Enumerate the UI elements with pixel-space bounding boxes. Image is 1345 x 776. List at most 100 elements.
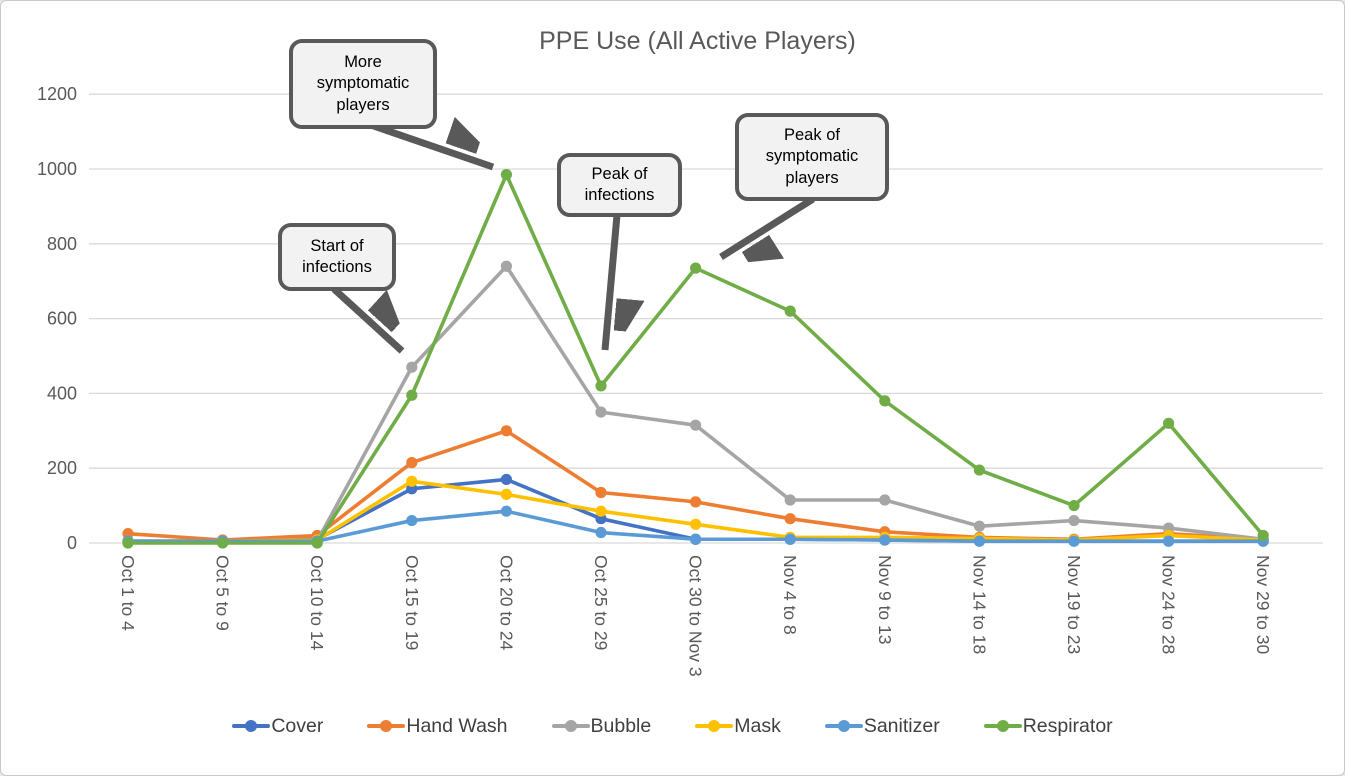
legend-label: Cover xyxy=(271,714,324,737)
annotation-text: More symptomatic players xyxy=(316,53,410,114)
data-point xyxy=(217,537,229,549)
x-tick-label: Oct 25 to 29 xyxy=(591,555,611,650)
annotation-arrow xyxy=(331,286,402,354)
y-tick-label: 200 xyxy=(47,458,77,478)
data-point xyxy=(1068,535,1080,547)
annotation-box: Peak of symptomatic players xyxy=(735,113,889,201)
legend-marker-icon xyxy=(367,720,406,732)
data-point xyxy=(406,475,418,487)
legend-marker-icon xyxy=(551,720,590,732)
data-point xyxy=(500,505,512,517)
legend-item-bubble: Bubble xyxy=(551,714,652,738)
legend-marker-dot-icon xyxy=(996,720,1009,732)
legend-marker-dot-icon xyxy=(837,720,850,732)
data-point xyxy=(690,262,702,274)
legend-marker-icon xyxy=(695,720,734,732)
legend-item-cover: Cover xyxy=(232,715,323,738)
data-point xyxy=(784,494,796,506)
legend-marker-icon xyxy=(824,720,863,732)
data-point xyxy=(784,305,796,317)
annotation-text: Peak of symptomatic players xyxy=(765,126,859,187)
annotation-text: Start of infections xyxy=(302,236,372,276)
data-point xyxy=(690,518,702,530)
data-point xyxy=(500,488,512,500)
data-point xyxy=(690,419,702,431)
data-point xyxy=(1163,535,1175,547)
data-point xyxy=(595,486,607,499)
data-point xyxy=(595,380,607,392)
data-point xyxy=(406,514,418,527)
annotation-box: Start of infections xyxy=(278,223,396,291)
legend-marker-dot-icon xyxy=(380,720,393,732)
annotation-box: Peak of infections xyxy=(557,153,682,217)
data-point xyxy=(500,425,512,437)
data-point xyxy=(595,526,607,539)
data-point xyxy=(1068,500,1080,512)
data-point xyxy=(784,533,796,545)
x-tick-label: Oct 20 to 24 xyxy=(496,555,516,651)
data-point xyxy=(690,533,702,545)
x-tick-label: Nov 4 to 8 xyxy=(780,555,800,635)
legend-label: Mask xyxy=(734,714,781,737)
chart-legend: Cover Hand Wash Bubble Mask Sanitizer Respira… xyxy=(1,706,1344,746)
data-point xyxy=(1068,514,1080,527)
x-tick-label: Oct 15 to 19 xyxy=(402,555,422,650)
data-point xyxy=(500,260,512,272)
x-tick-label: Oct 1 to 4 xyxy=(118,555,138,631)
legend-label: Bubble xyxy=(590,714,652,737)
series-respirator xyxy=(122,169,1269,549)
data-point xyxy=(784,513,796,525)
legend-label: Hand Wash xyxy=(406,714,508,737)
annotation-arrows xyxy=(331,123,815,354)
legend-label: Sanitizer xyxy=(863,714,940,737)
data-point xyxy=(406,456,418,469)
y-tick-label: 600 xyxy=(47,309,77,329)
x-tick-label: Nov 14 to 18 xyxy=(969,555,989,654)
data-point xyxy=(500,473,512,486)
legend-item-hand-wash: Hand Wash xyxy=(367,714,508,738)
data-point xyxy=(1257,529,1269,542)
legend-label: Respirator xyxy=(1022,714,1113,737)
x-tick-label: Oct 5 to 9 xyxy=(213,555,233,631)
y-tick-label: 400 xyxy=(47,383,77,403)
legend-marker-dot-icon xyxy=(708,720,721,732)
annotation-arrow xyxy=(601,214,617,351)
legend-marker-icon xyxy=(232,720,271,732)
data-point xyxy=(406,389,418,401)
annotation-box: More symptomatic players xyxy=(289,39,437,129)
annotation-arrow xyxy=(363,123,495,171)
data-point xyxy=(500,169,512,181)
legend-item-mask: Mask xyxy=(695,715,781,738)
x-tick-label: Nov 19 to 23 xyxy=(1064,555,1084,654)
legend-marker-dot-icon xyxy=(564,720,577,732)
data-point xyxy=(1163,417,1175,429)
x-tick-label: Oct 30 to Nov 3 xyxy=(686,555,706,677)
x-tick-label: Nov 24 to 28 xyxy=(1159,555,1179,654)
gridlines xyxy=(89,93,1323,544)
y-tick-label: 1000 xyxy=(37,159,77,179)
legend-marker-dot-icon xyxy=(245,720,258,732)
data-point xyxy=(973,535,986,547)
data-point xyxy=(595,505,607,517)
y-tick-label: 0 xyxy=(67,533,77,553)
x-tick-label: Nov 9 to 13 xyxy=(875,555,895,645)
data-point xyxy=(406,361,418,373)
data-point xyxy=(879,395,891,407)
data-point xyxy=(973,464,986,476)
data-point xyxy=(973,520,986,532)
legend-item-sanitizer: Sanitizer xyxy=(824,714,940,738)
data-point xyxy=(311,537,323,549)
annotation-arrow xyxy=(719,196,815,257)
data-point xyxy=(122,537,134,549)
x-tick-label: Oct 10 to 14 xyxy=(307,555,327,651)
legend-marker-icon xyxy=(983,720,1022,732)
annotation-text: Peak of infections xyxy=(584,164,655,204)
data-point xyxy=(595,406,607,418)
chart-title: PPE Use (All Active Players) xyxy=(539,27,856,55)
data-point xyxy=(879,534,891,546)
x-tick-label: Nov 29 to 30 xyxy=(1253,555,1273,654)
y-tick-label: 1200 xyxy=(37,84,77,104)
y-tick-label: 800 xyxy=(47,234,77,254)
